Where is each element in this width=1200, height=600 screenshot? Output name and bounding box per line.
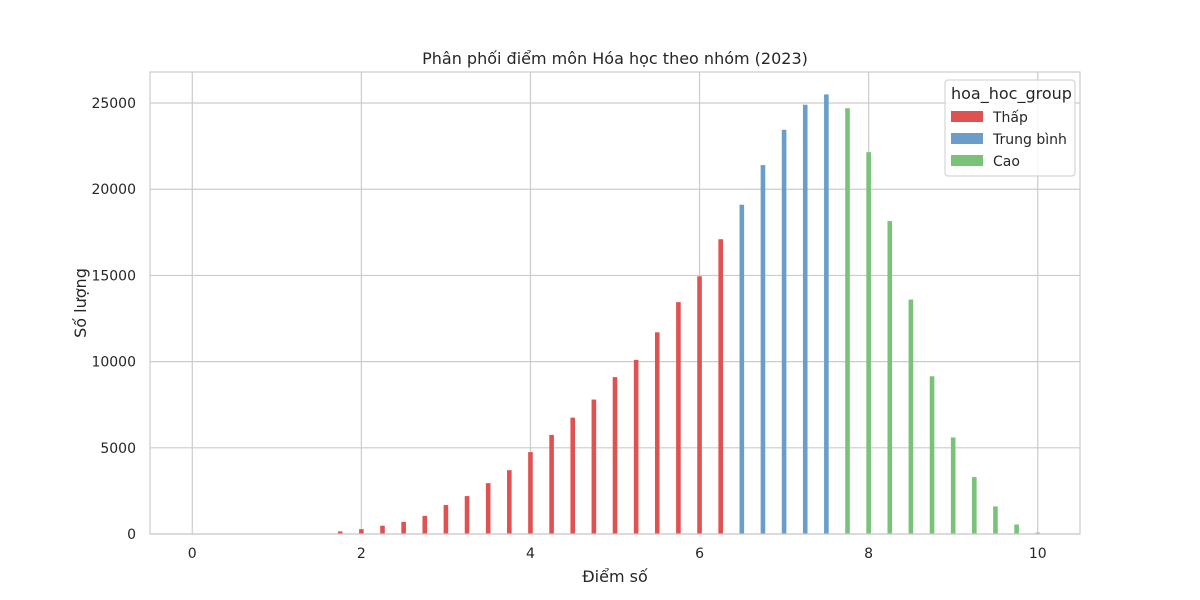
bar (464, 496, 470, 534)
x-tick-label: 8 (864, 546, 873, 562)
y-tick-label: 20000 (91, 182, 136, 198)
bar (422, 515, 428, 534)
bar (401, 521, 406, 534)
x-tick-label: 4 (526, 546, 535, 562)
x-tick-label: 2 (357, 546, 366, 562)
bar (1035, 532, 1041, 534)
legend-label: Trung bình (992, 132, 1067, 148)
bar (549, 434, 554, 534)
x-tick-labels: 0 2 4 6 8 10 (188, 546, 1047, 562)
bar (507, 470, 512, 534)
y-tick-label: 25000 (91, 96, 136, 112)
x-tick-label: 10 (1029, 546, 1047, 562)
x-tick-label: 6 (695, 546, 704, 562)
bar (866, 152, 871, 534)
legend-label: Cao (993, 154, 1020, 170)
bar (929, 376, 935, 534)
y-tick-label: 10000 (91, 355, 136, 371)
legend-swatch (951, 133, 983, 144)
y-tick-label: 15000 (91, 268, 136, 284)
bar (697, 276, 702, 534)
legend-box (944, 79, 1076, 177)
bar (845, 108, 850, 535)
chart-title: Phân phối điểm môn Hóa học theo nhóm (20… (422, 49, 808, 68)
bar (528, 452, 533, 534)
legend-title: hoa_hoc_group (951, 84, 1072, 104)
bar (781, 129, 787, 534)
bar (359, 529, 364, 534)
y-tick-labels: 0 5000 10000 15000 20000 25000 (91, 96, 136, 543)
bar (380, 525, 385, 534)
bar (718, 239, 723, 534)
legend-items: Thấp Trung bình Cao (951, 110, 1067, 170)
bar (887, 221, 893, 535)
bar (612, 377, 618, 534)
legend-swatch (951, 111, 983, 122)
bar (802, 104, 808, 535)
legend: hoa_hoc_group Thấp Trung bình Cao (944, 79, 1076, 177)
bar (654, 332, 660, 534)
x-tick-label: 0 (188, 546, 197, 562)
bar (972, 477, 977, 534)
bar (993, 506, 998, 534)
bars-group (337, 94, 1041, 535)
bar (443, 505, 449, 534)
y-tick-label: 0 (127, 527, 136, 543)
bar (739, 204, 745, 534)
bar (591, 399, 597, 534)
y-tick-label: 5000 (100, 441, 136, 457)
plot-frame (149, 71, 1081, 535)
x-axis-label: Điểm số (582, 567, 648, 586)
legend-swatch (951, 155, 983, 166)
bar (1014, 524, 1019, 534)
bar (676, 302, 681, 534)
bar (633, 359, 639, 534)
bar (950, 437, 956, 534)
bar (485, 483, 491, 534)
bar (824, 94, 829, 534)
bar (760, 165, 766, 535)
bar (337, 531, 343, 534)
y-axis-label: Số lượng (71, 268, 90, 338)
bar (908, 299, 914, 534)
legend-label: Thấp (992, 110, 1028, 126)
bar (570, 417, 576, 534)
